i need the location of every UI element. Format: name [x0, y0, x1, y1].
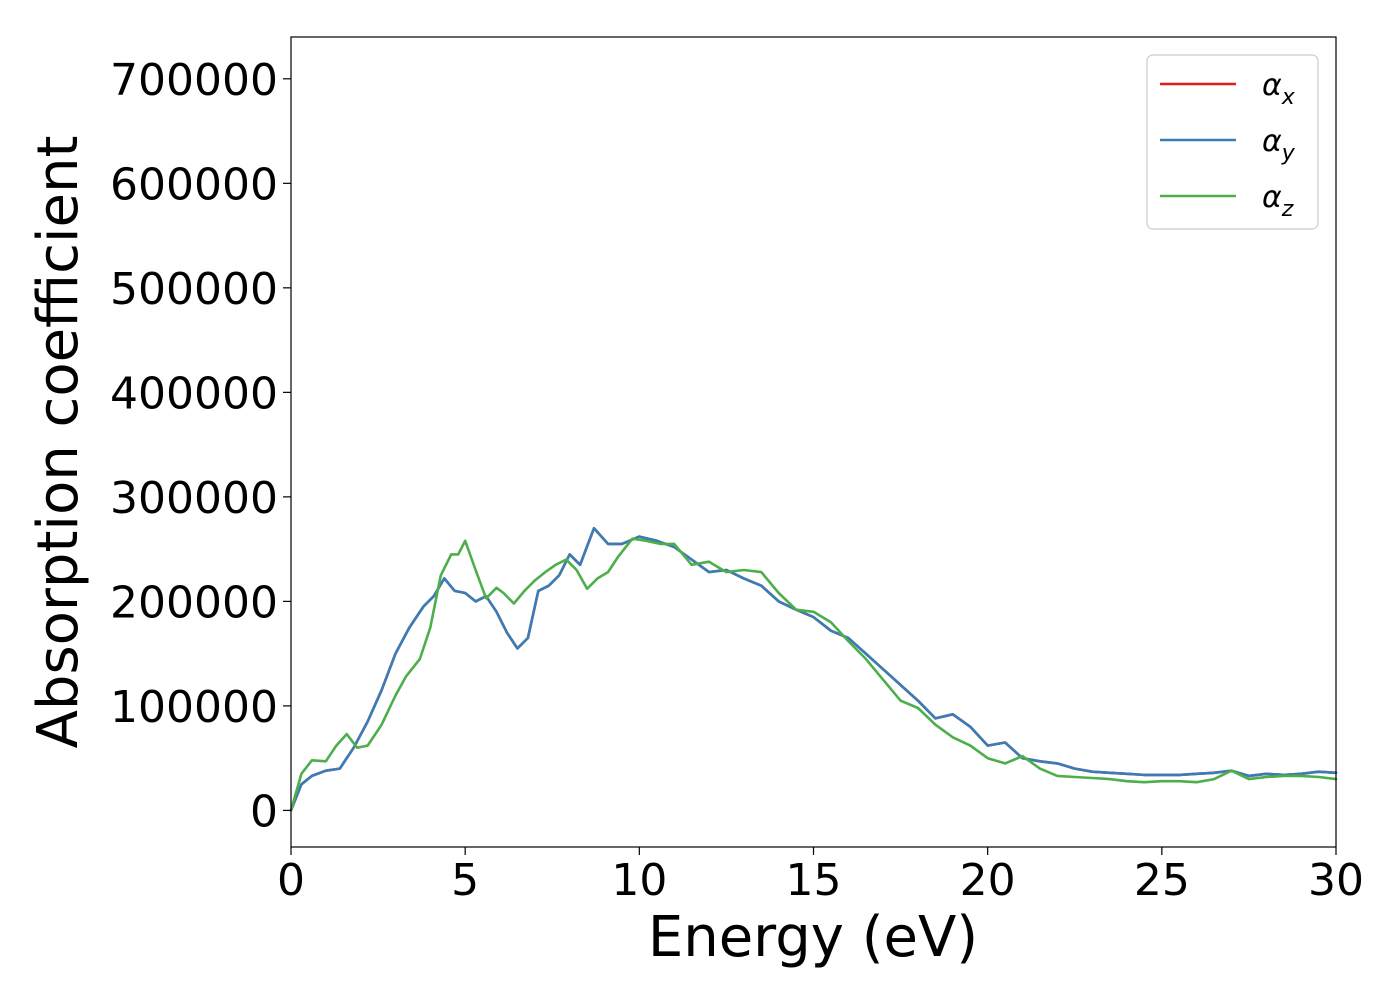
y-tick-label: 200000: [110, 577, 278, 628]
x-axis-ticks: 0 5 10 15 20 25 30: [277, 847, 1364, 906]
x-tick-label: 0: [277, 855, 305, 906]
legend-label-y: αy: [1262, 124, 1296, 166]
legend-label-x: αx: [1262, 68, 1296, 110]
series-layer: [289, 526, 1338, 812]
x-axis-label: Energy (eV): [648, 905, 978, 970]
x-tick-label: 15: [786, 855, 842, 906]
y-tick-label: 700000: [110, 55, 278, 106]
x-tick-label: 10: [611, 855, 667, 906]
series-line-z: [289, 537, 1338, 812]
y-tick-label: 500000: [110, 264, 278, 315]
y-axis-ticks: 0 100000 200000 300000 400000 500000 600000 700…: [110, 55, 291, 837]
y-axis-label: Absorption coefficient: [26, 136, 91, 749]
x-tick-label: 5: [451, 855, 479, 906]
y-tick-label: 400000: [110, 368, 278, 419]
x-tick-label: 30: [1308, 855, 1364, 906]
legend-label-z: αz: [1262, 180, 1294, 222]
x-tick-label: 20: [960, 855, 1016, 906]
x-tick-label: 25: [1134, 855, 1190, 906]
legend: αx αy αz: [1146, 54, 1319, 230]
y-tick-label: 600000: [110, 159, 278, 210]
y-tick-label: 100000: [110, 682, 278, 733]
y-tick-label: 0: [250, 786, 278, 837]
y-tick-label: 300000: [110, 473, 278, 524]
legend-box: [1146, 54, 1319, 230]
